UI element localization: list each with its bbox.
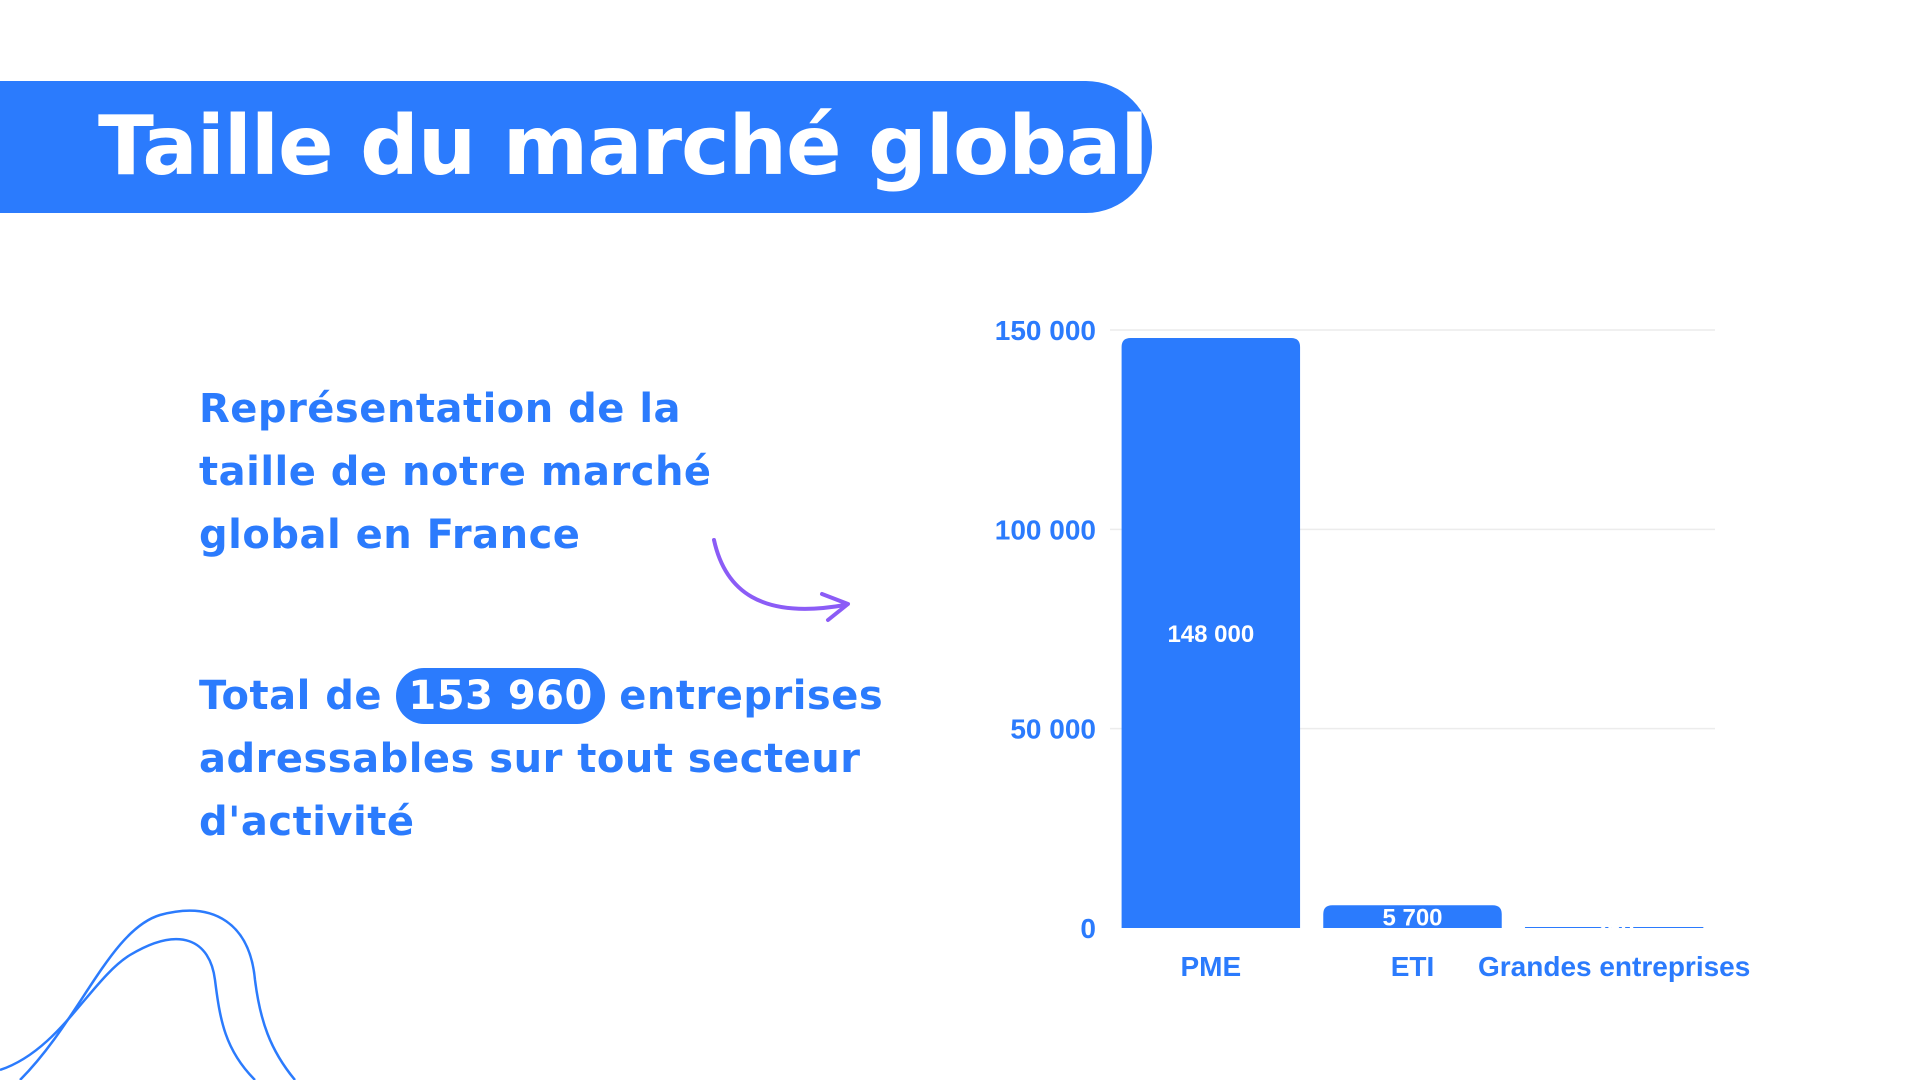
- description-line: global en France: [199, 512, 581, 558]
- bar-data-label: 260: [1594, 915, 1634, 942]
- curved-arrow-icon: [712, 538, 850, 622]
- y-tick-label: 0: [1080, 913, 1096, 944]
- x-axis-ticks: PME ETI Grandes entreprises: [1180, 951, 1750, 982]
- total-line: d'activité: [199, 799, 415, 845]
- bar: [1524, 926, 1704, 928]
- y-axis-ticks: 0 50 000 100 000 150 000: [995, 315, 1096, 944]
- x-tick-label: PME: [1180, 951, 1241, 982]
- y-tick-label: 100 000: [995, 514, 1096, 545]
- x-tick-label: Grandes entreprises: [1478, 951, 1750, 982]
- wavy-lines-icon: [0, 909, 296, 1080]
- y-tick-label: 50 000: [1010, 714, 1096, 745]
- total-text: Total de 153 960 entreprises adressables…: [199, 665, 959, 854]
- page-title: Taille du marché global: [98, 99, 1148, 194]
- bar: [1121, 337, 1301, 928]
- description-line: Représentation de la: [199, 386, 682, 432]
- bar-data-label: 5 700: [1382, 905, 1442, 932]
- bars: 148 000 5 700 260: [1121, 337, 1704, 942]
- bar: [1323, 905, 1502, 928]
- title-banner: Taille du marché global: [0, 81, 1152, 213]
- total-suffix: entreprises: [619, 673, 884, 719]
- total-line: Total de 153 960 entreprises: [199, 665, 959, 728]
- description-text: Représentation de la taille de notre mar…: [199, 378, 839, 567]
- total-highlight-badge: 153 960: [396, 668, 605, 724]
- total-line: adressables sur tout secteur: [199, 736, 861, 782]
- description-line: taille de notre marché: [199, 449, 712, 495]
- bar-data-label: 148 000: [1167, 621, 1254, 648]
- y-tick-label: 150 000: [995, 315, 1096, 346]
- x-tick-label: ETI: [1391, 951, 1435, 982]
- total-prefix: Total de: [199, 673, 382, 719]
